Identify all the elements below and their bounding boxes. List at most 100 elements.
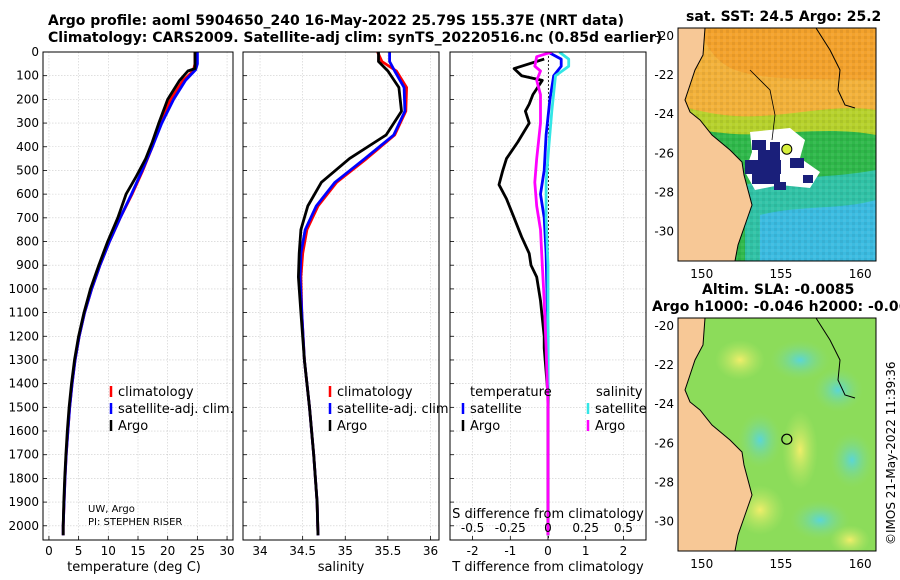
legend-t-argo: Argo [470,419,500,434]
depth-tick-label: 500 [16,163,39,177]
x-tick-label: 30 [219,544,234,558]
depth-tick-label: 1500 [8,400,39,414]
annotation-institution: UW, Argo [88,504,135,515]
s-tick-label: 0 [544,521,552,535]
difference-frame [449,51,647,541]
x-tick-label: -2 [467,544,479,558]
depth-tick-label: 1900 [8,495,39,509]
sla-high-3 [830,525,870,551]
sla-reef-contour [815,318,856,399]
depth-tick-label: 1100 [8,306,39,320]
depth-tick-label: 600 [16,187,39,201]
salinity-tick-labels: 34 34.5 35 35.5 36 [252,544,438,558]
sst-land-australia [678,28,753,261]
temperature-xlabel: temperature (deg C) [67,560,201,575]
sla-map-subtitle: Argo h1000: -0.046 h2000: -0.065 [652,299,900,315]
x-tick-label: 35 [338,544,353,558]
temperature-legend: climatology satellite-adj. clim. Argo [109,385,234,434]
legend-argo: Argo [118,419,148,434]
depth-tick-label: 1300 [8,353,39,367]
temperature-panel: 0100200300400500600700800900100011001200… [8,45,234,575]
salinity-legend: climatology satellite-adj. clim. Argo [328,385,453,434]
x-tick-label: 36 [423,544,438,558]
map-lon-tick: 160 [849,267,872,281]
series-argo [61,52,197,536]
argo-float-marker-sla [781,433,793,445]
sla-map-title: Altim. SLA: -0.0085 [702,282,855,298]
map-lat-tick: -22 [654,358,674,372]
depth-tick-label: 400 [16,140,39,154]
sla-low-4 [830,432,874,488]
depth-tick-label: 1600 [8,424,39,438]
depth-tick-label: 800 [16,235,39,249]
legend-temperature-title: temperature [470,385,552,400]
legend-climatology: climatology [337,385,413,400]
depth-tick-label: 900 [16,258,39,272]
sst-map: 150 155 160 -20 -22 -24 -26 -28 -30 [654,27,877,281]
series-s-satellite [544,52,571,536]
temperature-series [61,52,199,536]
depth-tick-label: 1800 [8,471,39,485]
figure-title-line1: Argo profile: aoml 5904650_240 16-May-20… [48,13,624,29]
depth-tick-label: 200 [16,92,39,106]
salinity-grid [243,51,439,540]
s-tick-label: -0.25 [495,521,526,535]
x-tick-label: 0 [544,544,552,558]
s-tick-label: -0.5 [461,521,484,535]
x-tick-label: 34.5 [289,544,316,558]
sst-map-tick-labels: 150 155 160 -20 -22 -24 -26 -28 -30 [654,29,871,281]
legend-satellite: satellite-adj. clim. [118,402,234,417]
map-lon-tick: 160 [849,557,872,571]
depth-tick-label: 300 [16,116,39,130]
x-tick-label: 20 [160,544,175,558]
map-lon-tick: 150 [690,557,713,571]
x-tick-label: -1 [504,544,516,558]
difference-series [497,52,571,536]
map-lat-tick: -20 [654,319,674,333]
legend-t-satellite: satellite [470,402,522,417]
map-lat-tick: -30 [654,515,674,529]
x-tick-label: 15 [130,544,145,558]
salinity-plot-area [243,52,439,540]
t-difference-tick-labels: -2 -1 0 1 2 [467,544,628,558]
temperature-tick-labels: 0 5 10 15 20 25 30 [45,544,235,558]
legend-salinity-title: salinity [596,385,643,400]
depth-tick-labels: 0 100 200 300 400 500 600 700 800 900 1000 1100 1200… [8,45,39,533]
sst-map-title: sat. SST: 24.5 Argo: 25.2 [686,9,882,25]
series-s-argo [533,52,553,536]
sst-map-frame [677,27,877,262]
s-tick-label: 0.25 [572,521,599,535]
map-lat-tick: -24 [654,397,674,411]
s-difference-tick-labels: -0.5 -0.25 0 0.25 0.5 [461,521,633,535]
sla-land-australia [678,318,753,551]
s-tick-label: 0.5 [614,521,633,535]
depth-tick-label: 100 [16,69,39,83]
x-tick-label: 5 [75,544,83,558]
temperature-grid [43,51,233,540]
map-lat-tick: -28 [654,475,674,489]
map-lat-tick: -24 [654,107,674,121]
x-tick-label: 25 [190,544,205,558]
map-lat-tick: -26 [654,146,674,160]
legend-s-argo: Argo [595,419,625,434]
x-tick-label: 1 [582,544,590,558]
temperature-frame [42,51,234,541]
s-difference-xlabel: S difference from climatology [452,507,644,522]
map-lat-tick: -22 [654,68,674,82]
sst-reef-contour [815,28,856,109]
sla-low-2 [813,368,863,412]
annotation-pi: PI: STEPHEN RISER [88,517,182,528]
depth-tick-label: 1700 [8,448,39,462]
salinity-frame [242,51,440,541]
map-lon-tick: 155 [770,557,793,571]
sst-cold-patches [745,140,813,190]
sla-high-4 [715,340,765,380]
depth-tick-label: 1200 [8,329,39,343]
legend-argo: Argo [337,419,367,434]
series-argo [296,52,403,536]
series-t-argo [497,57,550,536]
map-lat-tick: -28 [654,185,674,199]
salinity-series [296,52,409,536]
legend-satellite: satellite-adj. clim. [337,402,453,417]
